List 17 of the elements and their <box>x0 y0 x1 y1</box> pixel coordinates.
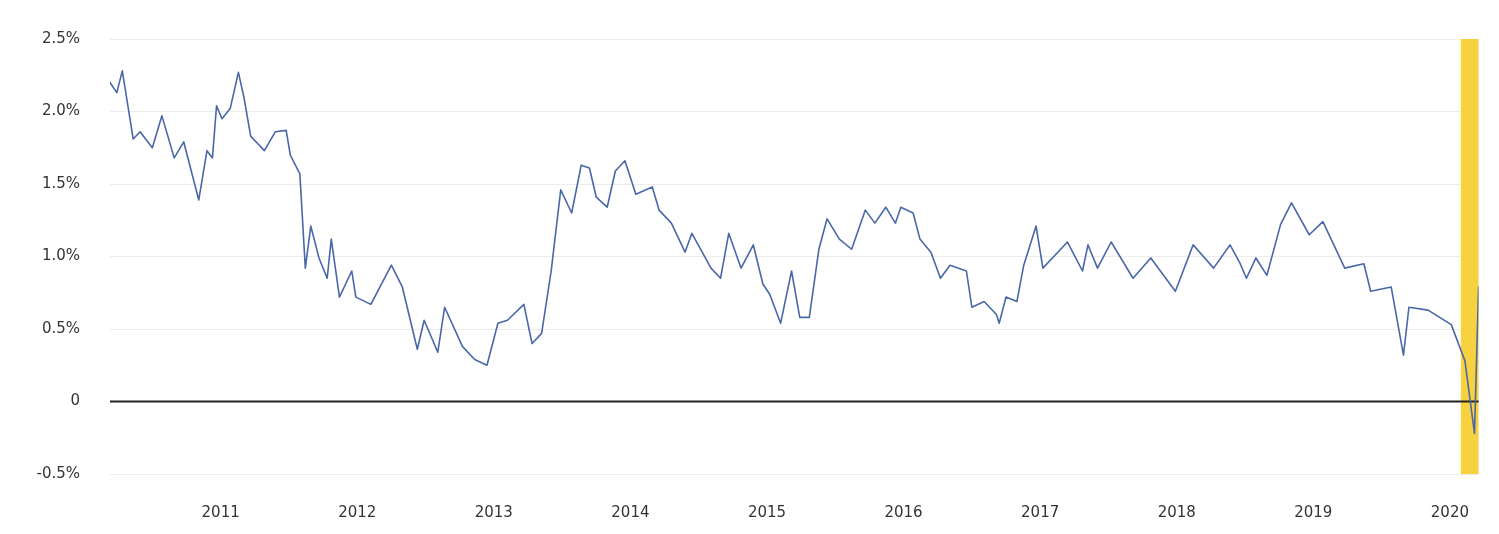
y-tick-label: 2.0% <box>41 101 80 120</box>
y-tick-label: 2.5% <box>41 28 80 47</box>
y-tick-label: 0 <box>70 391 80 410</box>
x-tick-label: 2014 <box>611 502 650 521</box>
x-tick-label: 2015 <box>747 502 787 521</box>
y-tick-label: 0.5% <box>41 318 80 337</box>
x-tick-label: 2013 <box>474 502 513 521</box>
x-tick-label: 2012 <box>338 502 377 521</box>
y-tick-label: 1.5% <box>41 173 80 192</box>
x-tick-label: 2020 <box>1430 502 1470 521</box>
x-tick-label: 2019 <box>1294 502 1333 521</box>
x-tick-label: 2017 <box>1021 502 1060 521</box>
x-tick-label: 2016 <box>884 502 923 521</box>
y-tick-label: 1.0% <box>41 246 80 265</box>
x-tick-label: 2018 <box>1157 502 1196 521</box>
x-tick-label: 2011 <box>201 502 240 521</box>
y-tick-label: -0.5% <box>36 463 80 482</box>
